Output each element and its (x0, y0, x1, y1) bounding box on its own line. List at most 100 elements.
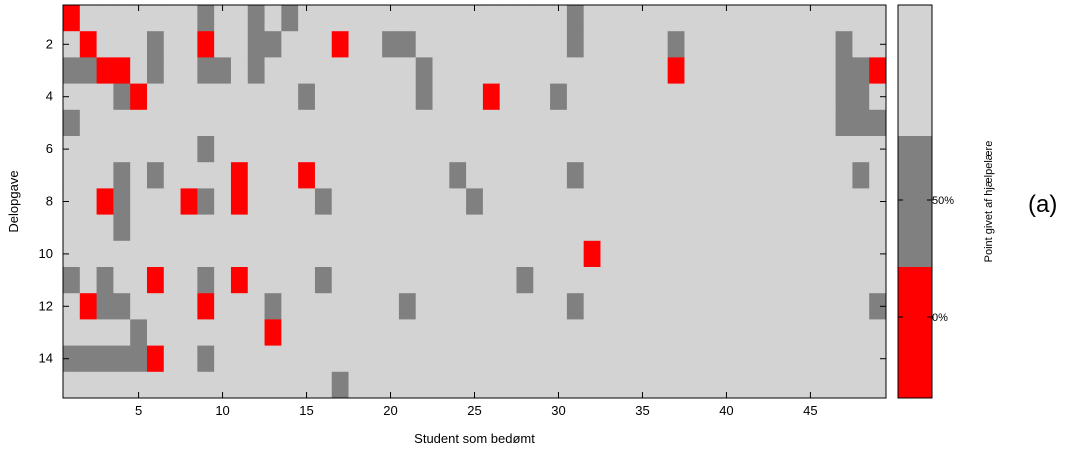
heatmap-cell (348, 57, 366, 84)
heatmap-cell (331, 214, 349, 242)
heatmap-cell (466, 57, 484, 84)
heatmap-cell (566, 83, 585, 111)
heatmap-cell (79, 136, 97, 163)
heatmap-cell (684, 5, 702, 32)
heatmap-cell (617, 319, 635, 346)
heatmap-cell (701, 371, 719, 399)
heatmap-cell (768, 109, 786, 137)
heatmap-cell (751, 267, 769, 294)
heatmap-cell (130, 345, 148, 373)
heatmap-cell (583, 31, 601, 58)
heatmap-cell (550, 162, 568, 189)
heatmap-cell (163, 83, 181, 111)
heatmap-cell (835, 188, 853, 215)
heatmap-cell (96, 293, 114, 320)
heatmap-cell (415, 188, 433, 215)
heatmap-cell (331, 188, 349, 215)
heatmap-cell (869, 319, 887, 346)
heatmap-cell (180, 267, 198, 294)
heatmap-cell (869, 188, 887, 215)
heatmap-cell (365, 214, 383, 242)
heatmap-cell (197, 136, 215, 163)
heatmap-cell (247, 57, 265, 84)
y-tick-label: 2 (46, 36, 53, 51)
heatmap-cell (298, 188, 316, 215)
heatmap-cell (701, 214, 719, 242)
heatmap-cell (63, 293, 81, 320)
heatmap-cell (835, 345, 853, 373)
heatmap-cell (398, 5, 417, 32)
heatmap-cell (314, 136, 333, 163)
heatmap-cell (298, 240, 316, 268)
x-tick-labels: 5 10 15 20 25 30 35 40 45 (135, 403, 818, 418)
colorbar-segment (898, 5, 932, 137)
heatmap-cell (718, 5, 736, 32)
heatmap-cell (499, 31, 517, 58)
heatmap-cell (482, 136, 501, 163)
heatmap-cell (718, 31, 736, 58)
heatmap-cell (650, 319, 669, 346)
heatmap-cell (650, 5, 669, 32)
heatmap-cell (818, 188, 837, 215)
heatmap-cell (533, 57, 551, 84)
heatmap-cell (634, 371, 652, 399)
y-tick-label: 4 (46, 89, 53, 104)
heatmap-cell (449, 319, 467, 346)
heatmap-cell (482, 83, 501, 111)
heatmap-cell (583, 371, 601, 399)
heatmap-cell (802, 188, 820, 215)
heatmap-cell (583, 136, 601, 163)
heatmap-cell (113, 214, 131, 242)
heatmap-cell (197, 188, 215, 215)
heatmap-cell (785, 293, 803, 320)
heatmap-cell (415, 136, 433, 163)
heatmap-cell (63, 31, 81, 58)
heatmap-cell (634, 5, 652, 32)
heatmap-cell (751, 240, 769, 268)
heatmap-cell (331, 240, 349, 268)
heatmap-cell (600, 83, 618, 111)
heatmap-cell (130, 109, 148, 137)
heatmap-cell (180, 5, 198, 32)
heatmap-cell (768, 57, 786, 84)
heatmap-cell (482, 31, 501, 58)
heatmap-cell (751, 109, 769, 137)
heatmap-cell (583, 5, 601, 32)
heatmap-cell (197, 162, 215, 189)
heatmap-cell (314, 57, 333, 84)
heatmap-cell (818, 162, 837, 189)
heatmap-cell (667, 267, 685, 294)
heatmap-cell (449, 5, 467, 32)
heatmap-cell (146, 345, 165, 373)
heatmap-cell (331, 57, 349, 84)
heatmap-cell (247, 83, 265, 111)
heatmap-cell (785, 5, 803, 32)
heatmap-cell (382, 136, 400, 163)
heatmap-cell (432, 267, 450, 294)
heatmap-cell (482, 267, 501, 294)
heatmap-cell (533, 267, 551, 294)
heatmap-cell (768, 162, 786, 189)
heatmap-cell (499, 214, 517, 242)
heatmap-cell (550, 136, 568, 163)
heatmap-cell (634, 214, 652, 242)
heatmap-cell (751, 214, 769, 242)
heatmap-cell (684, 57, 702, 84)
heatmap-cell (432, 188, 450, 215)
heatmap-cell (634, 83, 652, 111)
heatmap-cell (785, 214, 803, 242)
heatmap-cell (802, 57, 820, 84)
heatmap-cell (566, 371, 585, 399)
heatmap-cell (382, 345, 400, 373)
heatmap-cell (214, 319, 232, 346)
y-axis-label: Delopgave (6, 170, 21, 232)
heatmap-cell (550, 345, 568, 373)
heatmap-cell (264, 371, 282, 399)
heatmap-cell (214, 188, 232, 215)
heatmap-cell (130, 31, 148, 58)
heatmap-cell (600, 371, 618, 399)
heatmap-cell (214, 240, 232, 268)
heatmap-cell (348, 267, 366, 294)
heatmap-cell (331, 319, 349, 346)
heatmap-cell (314, 345, 333, 373)
